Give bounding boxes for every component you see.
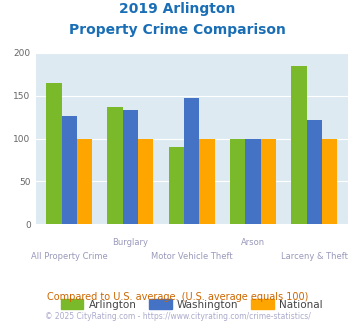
Bar (307, 120, 322, 224)
Text: © 2025 CityRating.com - https://www.cityrating.com/crime-statistics/: © 2025 CityRating.com - https://www.city… (45, 312, 310, 321)
Bar (230, 139, 245, 224)
Text: Motor Vehicle Theft: Motor Vehicle Theft (151, 252, 233, 261)
Text: Property Crime Comparison: Property Crime Comparison (69, 23, 286, 37)
Bar (46, 83, 61, 224)
Bar (245, 139, 261, 224)
Text: Arson: Arson (241, 238, 265, 247)
Bar (200, 139, 215, 224)
Bar (77, 139, 92, 224)
Text: Burglary: Burglary (113, 238, 148, 247)
Bar (322, 139, 337, 224)
Text: 2019 Arlington: 2019 Arlington (119, 2, 236, 16)
Bar (184, 98, 200, 224)
Text: Larceny & Theft: Larceny & Theft (281, 252, 348, 261)
Text: Compared to U.S. average. (U.S. average equals 100): Compared to U.S. average. (U.S. average … (47, 292, 308, 302)
Bar (61, 116, 77, 224)
Bar (108, 107, 123, 224)
Legend: Arlington, Washington, National: Arlington, Washington, National (56, 295, 327, 314)
Bar (291, 66, 307, 224)
Bar (138, 139, 153, 224)
Bar (169, 147, 184, 224)
Bar (261, 139, 276, 224)
Bar (123, 110, 138, 224)
Text: All Property Crime: All Property Crime (31, 252, 108, 261)
